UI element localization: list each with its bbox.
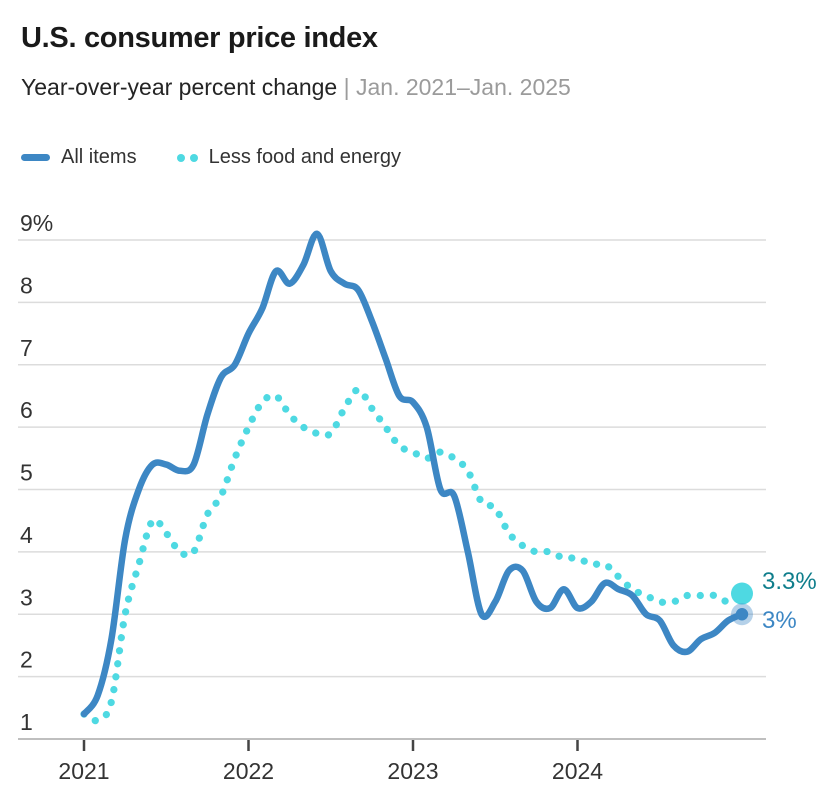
legend-label-less-food-energy: Less food and energy: [208, 146, 401, 168]
y-axis-tick-label: 6: [20, 397, 33, 423]
y-axis-tick-label: 8: [20, 272, 33, 298]
y-axis-tick-label: 1: [20, 709, 33, 735]
less-food-energy-end-dot: [730, 582, 753, 605]
less-food-energy-line: [80, 386, 746, 725]
y-axis-tick-label: 5: [20, 460, 33, 486]
legend-label-all-items: All items: [61, 146, 137, 168]
chart-subtitle: Year-over-year percent change | Jan. 202…: [21, 74, 571, 101]
all-items-end-dot: [735, 608, 749, 621]
y-axis-tick-label: 7: [20, 335, 33, 361]
y-axis-tick-label: 2: [20, 647, 33, 673]
all-items-line-swatch: [21, 154, 50, 161]
subtitle-description: Year-over-year percent change: [21, 74, 338, 100]
x-axis-tick-label: 2021: [58, 758, 109, 784]
x-axis-tick-label: 2024: [552, 758, 603, 784]
y-axis-tick-label: 3: [20, 584, 33, 610]
y-axis-tick-label: 9%: [20, 210, 53, 236]
chart-legend: All items Less food and energy: [21, 146, 401, 169]
end-value-label-less-food-energy: 3.3%: [762, 567, 817, 595]
x-axis-tick-label: 2022: [223, 758, 274, 784]
legend-item-all-items: All items: [21, 146, 137, 169]
all-items-line: [80, 230, 746, 718]
chart-title: U.S. consumer price index: [21, 22, 378, 54]
x-axis-tick-label: 2023: [387, 758, 438, 784]
end-value-label-all-items: 3%: [762, 607, 797, 635]
less-food-energy-dots-swatch: [176, 153, 198, 162]
legend-item-less-food-energy: Less food and energy: [176, 146, 401, 169]
y-axis-tick-label: 4: [20, 522, 33, 548]
subtitle-date-range: | Jan. 2021–Jan. 2025: [343, 74, 571, 100]
